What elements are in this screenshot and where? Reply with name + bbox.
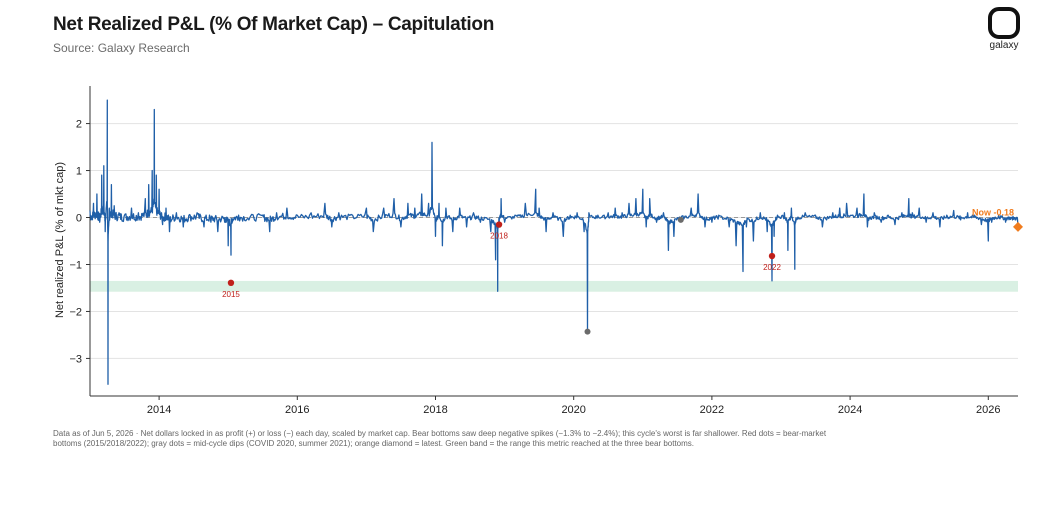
x-tick-label: 2026 bbox=[976, 404, 1000, 416]
series-line bbox=[89, 99, 1019, 385]
latest-diamond bbox=[1013, 221, 1023, 232]
footnote: Data as of Jun 5, 2026 · Net dollars loc… bbox=[53, 429, 827, 448]
y-tick-label: 2 bbox=[76, 119, 82, 131]
y-tick-label: −2 bbox=[69, 306, 82, 318]
x-tick-label: 2018 bbox=[423, 404, 447, 416]
x-tick-label: 2020 bbox=[561, 404, 585, 416]
x-tick-label: 2024 bbox=[838, 404, 862, 416]
chart-title: Net Realized P&L (% Of Market Cap) – Cap… bbox=[53, 14, 495, 35]
bear-bottom-dot bbox=[768, 252, 776, 260]
y-tick-label: −3 bbox=[69, 353, 82, 365]
axes: −3 −2 −1 0 1 2 2014 2016 2018 2020 2022 2024 2026 bbox=[69, 86, 1018, 416]
bear-bottom-label: 2018 bbox=[490, 232, 508, 241]
y-tick-label: 0 bbox=[76, 213, 82, 225]
chart-subtitle: Source: Galaxy Research bbox=[53, 41, 190, 55]
y-tick-label: 1 bbox=[76, 166, 82, 178]
x-tick-label: 2016 bbox=[285, 404, 309, 416]
bear-bottom-label: 2015 bbox=[222, 290, 240, 299]
x-tick-label: 2022 bbox=[700, 404, 724, 416]
bear-bottom-label: 2022 bbox=[763, 263, 781, 272]
x-tick-label: 2014 bbox=[147, 404, 171, 416]
latest-label: Now -0.18 bbox=[972, 208, 1014, 218]
logo-wordmark: galaxy bbox=[989, 40, 1019, 51]
bear-bottom-dot bbox=[227, 279, 235, 287]
bear-bottom-dot bbox=[495, 221, 503, 228]
galaxy-logo bbox=[988, 7, 1020, 39]
y-axis-label: Net realized P&L (% of mkt cap) bbox=[54, 162, 66, 318]
markers: 2015 2018 2022 Now -0.18 bbox=[222, 208, 1023, 335]
y-tick-label: −1 bbox=[69, 259, 82, 271]
mid-cycle-dot bbox=[677, 216, 684, 223]
grid-lines bbox=[90, 123, 1018, 359]
mid-cycle-dot bbox=[584, 328, 591, 335]
bear-bottom-band bbox=[90, 280, 1018, 292]
